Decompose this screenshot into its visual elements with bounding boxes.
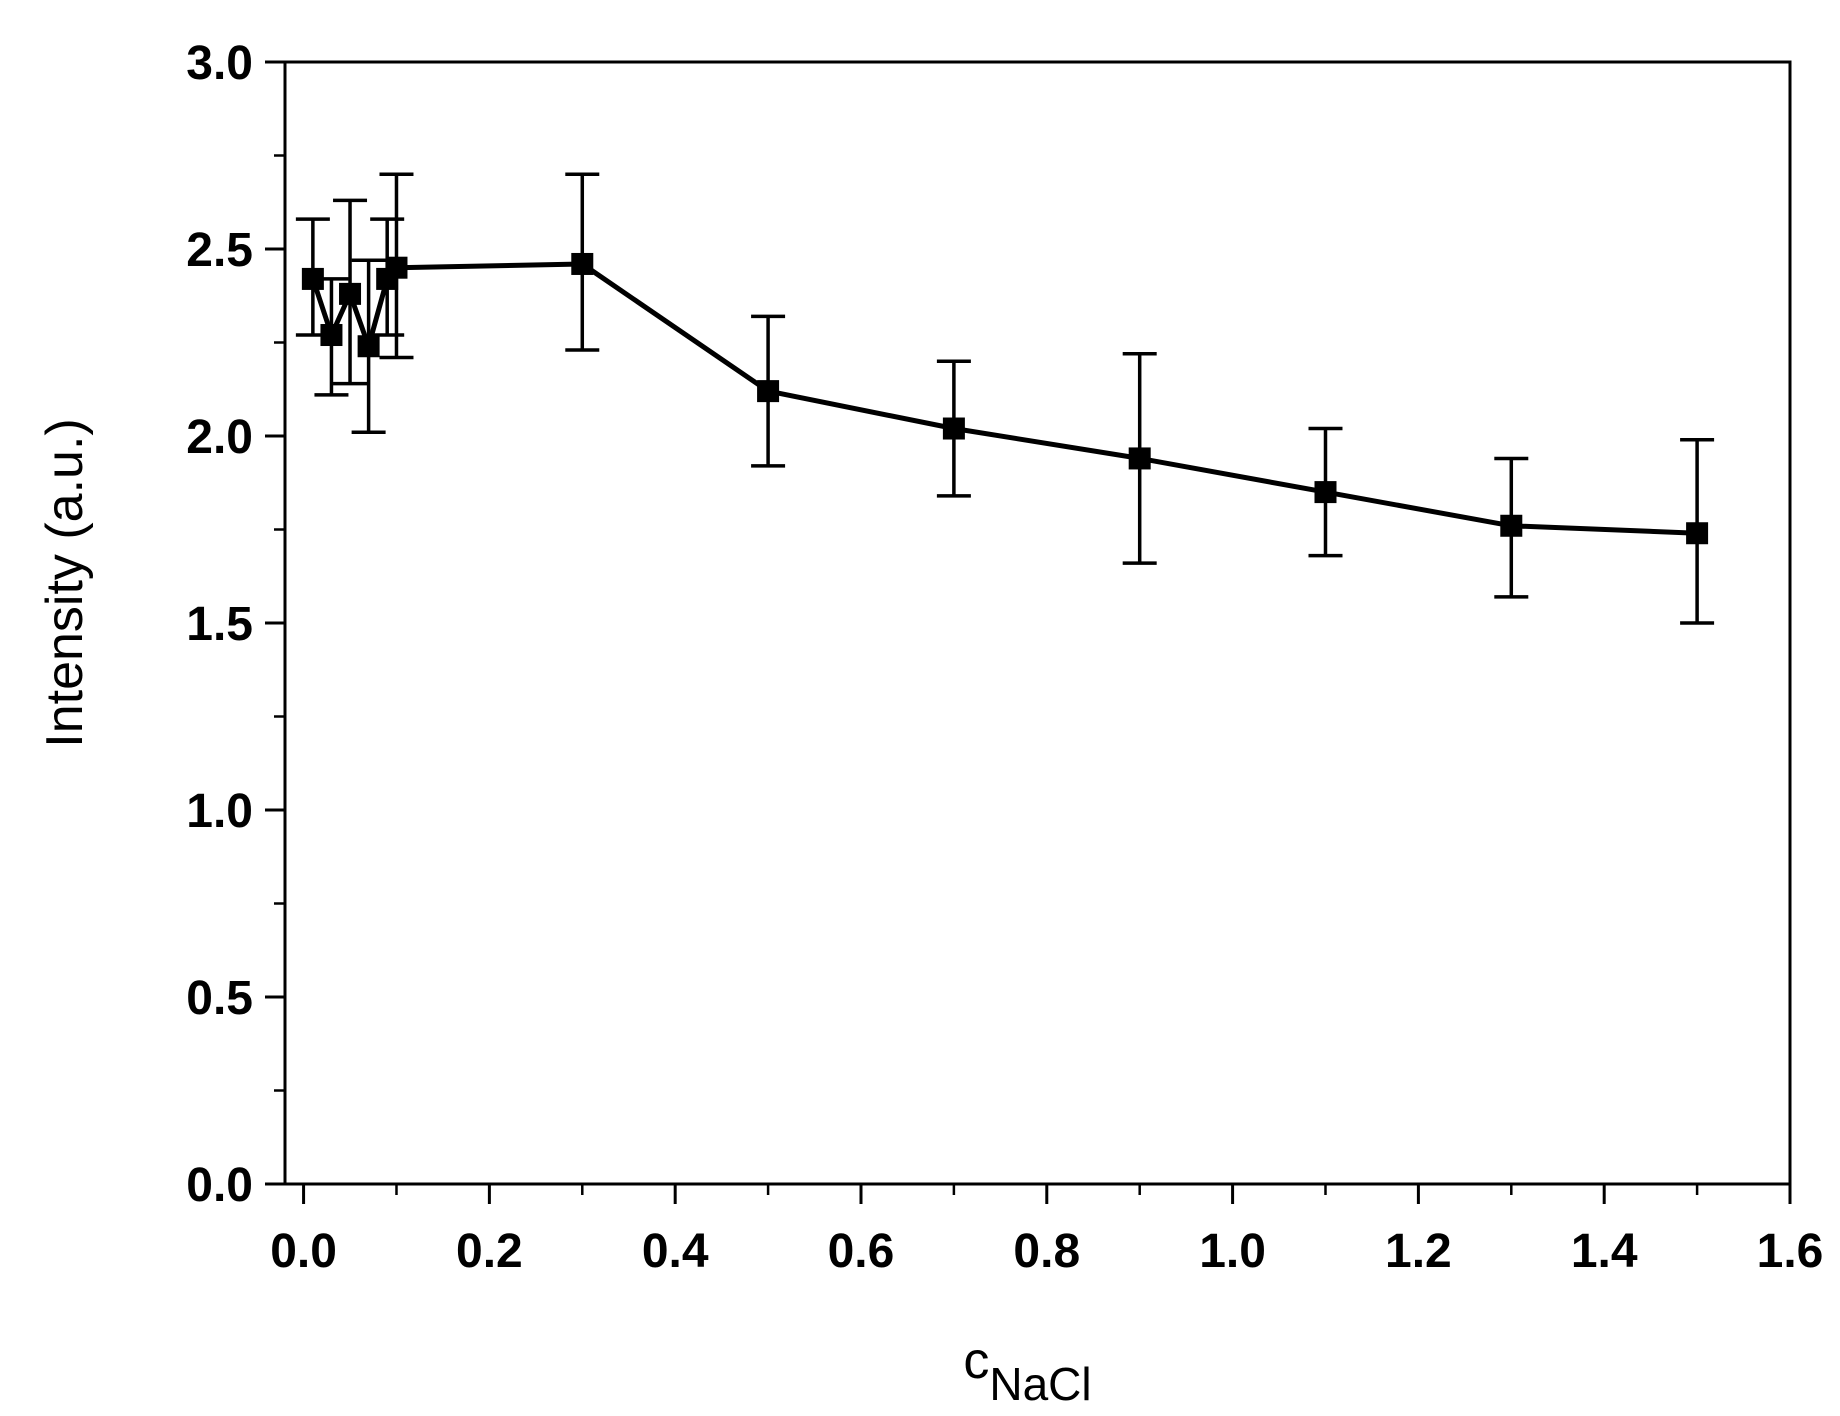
data-point-marker (1500, 514, 1523, 537)
data-point-marker (385, 256, 408, 279)
major-ticks (265, 60, 1792, 1204)
data-point-marker (339, 282, 362, 305)
x-tick-label: 0.2 (456, 1225, 523, 1278)
data-point-marker (1686, 522, 1709, 545)
x-tick-label: 1.6 (1757, 1225, 1824, 1278)
x-tick-label: 1.0 (1199, 1225, 1266, 1278)
y-tick-label: 2.5 (186, 224, 253, 277)
x-tick-label: 0.0 (270, 1225, 337, 1278)
y-tick-label: 0.0 (186, 1159, 253, 1212)
data-point-marker (320, 324, 343, 347)
data-point-marker (757, 380, 780, 403)
x-tick-label: 1.2 (1385, 1225, 1452, 1278)
y-axis-title: Intensity (a.u.) (36, 418, 94, 747)
data-point-marker (942, 417, 965, 440)
data-point-marker (571, 252, 594, 275)
x-axis-title: cNaCl (963, 1332, 1091, 1410)
y-tick-label: 1.5 (186, 598, 253, 651)
data-point-marker (357, 335, 380, 358)
series-line (310, 261, 1698, 536)
tick-labels: 0.0 0.5 1.0 1.5 2.0 2.5 3.0 0.0 0.2 0.4 0.6 0.8 1.0 1… (186, 37, 1823, 1278)
x-axis-title-subscript: NaCl (989, 1358, 1091, 1410)
x-tick-label: 0.8 (1013, 1225, 1080, 1278)
x-axis-title-main: c (963, 1332, 989, 1390)
plot-frame (283, 60, 1792, 1186)
minor-ticks (274, 154, 1699, 1195)
y-tick-label: 0.5 (186, 972, 253, 1025)
series-layer (295, 172, 1715, 625)
data-point-marker (1128, 447, 1151, 470)
y-tick-label: 2.0 (186, 411, 253, 464)
data-point-marker (1314, 481, 1337, 504)
x-tick-label: 0.6 (828, 1225, 895, 1278)
x-tick-label: 1.4 (1571, 1225, 1638, 1278)
y-tick-label: 3.0 (186, 37, 253, 90)
x-tick-label: 0.4 (642, 1225, 709, 1278)
data-point-marker (301, 267, 324, 290)
y-tick-label: 1.0 (186, 785, 253, 838)
